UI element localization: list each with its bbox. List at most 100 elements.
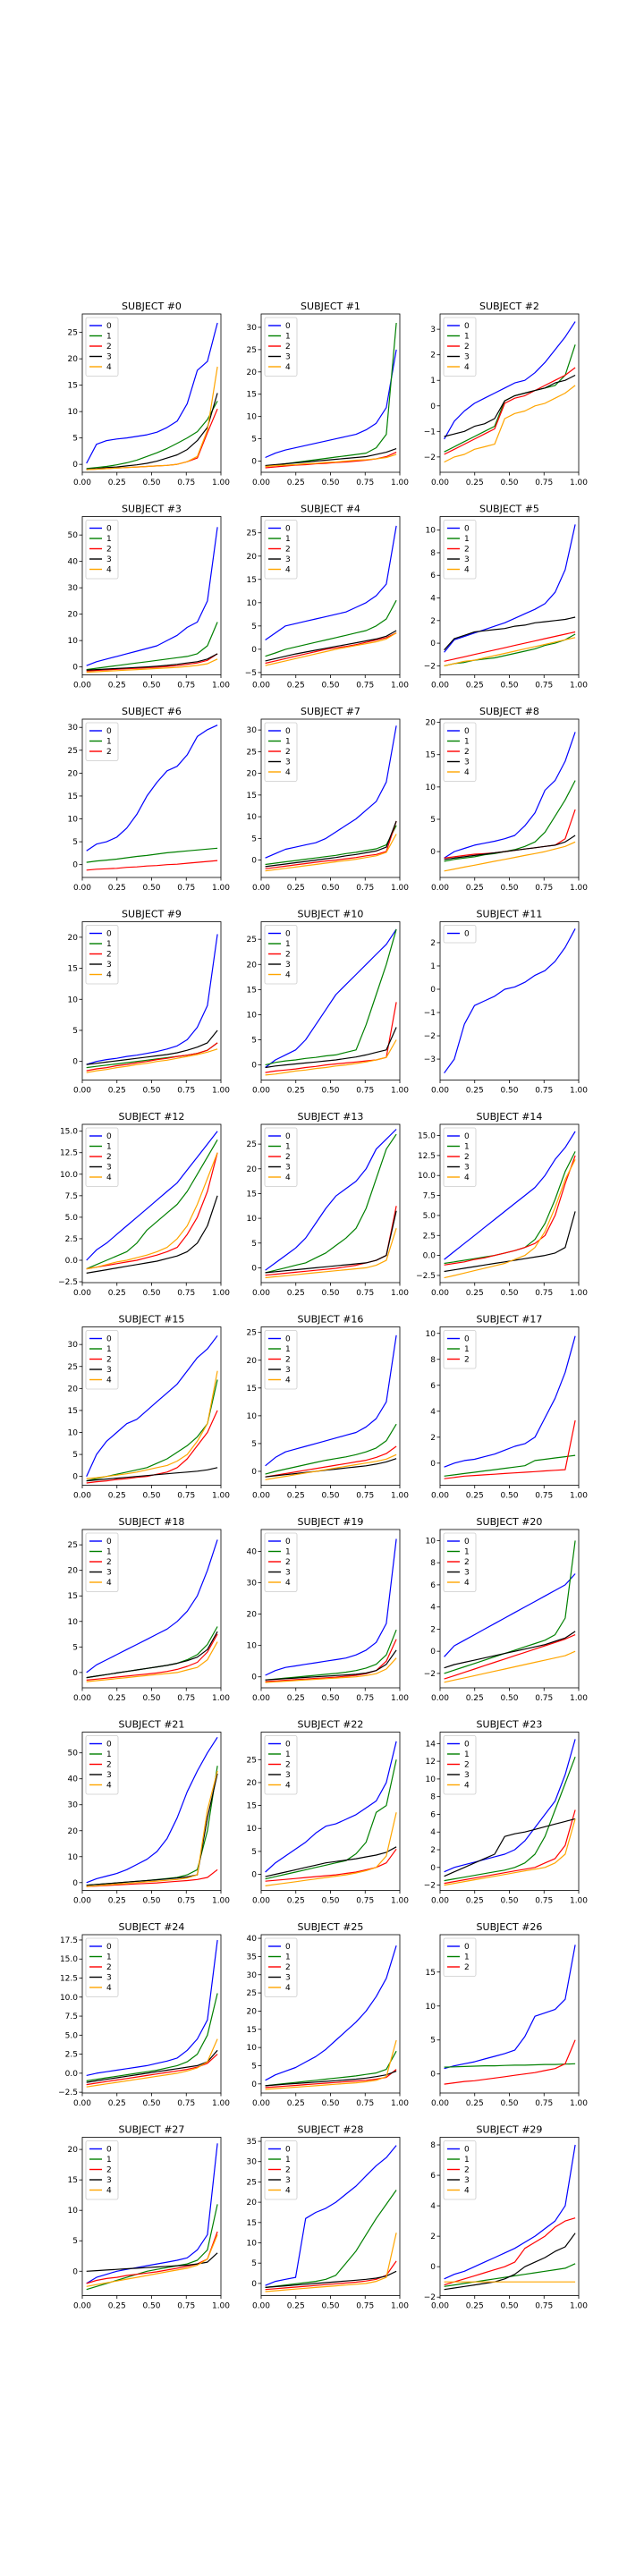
x-tick-label: 1.00 — [391, 2302, 409, 2311]
legend-entry: 0 — [106, 1943, 112, 1952]
legend-entry: 3 — [106, 1771, 112, 1780]
y-tick-label: 15 — [247, 2026, 257, 2035]
y-tick-label: 0 — [251, 2280, 257, 2289]
series-line-1 — [265, 1133, 397, 1274]
subplot-24: SUBJECT #24 0.00 0.25 0.50 0.75 1.00 −2.5 0.0 2.… — [58, 1921, 230, 2108]
y-tick-label: 5 — [72, 1451, 78, 1460]
legend-box — [85, 1735, 119, 1795]
x-tick-label: 1.00 — [391, 1897, 409, 1906]
y-tick-label: 20 — [68, 769, 79, 778]
x-tick-label: 0.75 — [177, 1087, 195, 1096]
y-tick-label: 0 — [72, 664, 78, 673]
y-tick-label: 50 — [68, 531, 79, 540]
y-tick-label: 30 — [68, 1341, 79, 1350]
y-tick-label: 40 — [247, 1548, 258, 1557]
legend-entry: 0 — [106, 1132, 112, 1141]
x-tick-label: 0.50 — [142, 682, 160, 691]
y-tick-label: 20 — [68, 1567, 79, 1576]
y-tick-label: 12 — [426, 1758, 436, 1767]
legend-entry: 2 — [464, 2166, 470, 2175]
y-tick-label: 15 — [68, 2176, 78, 2185]
legend-entry: 2 — [106, 1761, 112, 1770]
series-line-0 — [86, 1335, 218, 1477]
y-tick-label: 40 — [68, 558, 79, 567]
legend-entry: 2 — [106, 1153, 112, 1162]
series-line-1 — [265, 1423, 397, 1475]
legend-entry: 0 — [285, 1335, 291, 1344]
y-tick-label: 35 — [247, 1953, 257, 1962]
legend-entry: 0 — [464, 322, 470, 331]
x-tick-label: 1.00 — [391, 682, 409, 691]
series-line-0 — [86, 2143, 218, 2284]
x-tick-label: 0.00 — [73, 1897, 91, 1906]
legend: 012 — [443, 1937, 477, 1977]
y-tick-label: 4 — [430, 1828, 436, 1837]
y-tick-label: −2.5 — [416, 1272, 436, 1281]
legend-box — [85, 1937, 119, 1997]
series-line-1 — [265, 1759, 397, 1880]
legend-entry: 2 — [106, 2166, 112, 2175]
subplot-title: SUBJECT #23 — [477, 1719, 543, 1731]
legend-entry: 3 — [106, 555, 112, 564]
x-tick-label: 0.00 — [431, 1694, 449, 1703]
series-line-3 — [265, 448, 397, 467]
legend-entry: 2 — [106, 1558, 112, 1567]
y-tick-label: 6 — [430, 1382, 436, 1391]
series-line-2 — [265, 2260, 397, 2291]
x-tick-label: 1.00 — [212, 2302, 230, 2311]
series-line-2 — [444, 2039, 576, 2085]
legend-box — [443, 1735, 477, 1795]
y-tick-label: 10 — [68, 996, 79, 1004]
legend-box — [85, 722, 119, 761]
legend-entry: 2 — [106, 748, 112, 757]
y-tick-label: 10 — [68, 1429, 79, 1438]
series-line-2 — [86, 1868, 218, 1887]
y-tick-label: 0 — [251, 458, 257, 467]
x-tick-label: 0.00 — [252, 2099, 270, 2108]
series-line-3 — [265, 820, 397, 868]
series-line-4 — [444, 1650, 576, 1683]
legend-entry: 0 — [106, 930, 112, 939]
x-tick-label: 0.25 — [466, 479, 484, 487]
y-tick-label: 0.0 — [423, 1252, 436, 1261]
series-line-3 — [265, 1649, 397, 1681]
y-tick-label: 25 — [68, 329, 78, 338]
legend-entry: 4 — [285, 2187, 291, 2196]
y-tick-label: 8 — [430, 549, 436, 558]
series-line-3 — [265, 2071, 397, 2087]
x-tick-label: 0.75 — [177, 1289, 195, 1298]
y-tick-label: 10 — [426, 527, 436, 536]
series-line-3 — [265, 1458, 397, 1478]
legend-entry: 0 — [106, 322, 112, 331]
y-tick-label: 0 — [430, 986, 436, 995]
legend-entry: 0 — [285, 1943, 291, 1952]
y-tick-label: 5 — [251, 436, 257, 445]
y-tick-label: 5.0 — [423, 1212, 436, 1221]
legend-entry: 0 — [285, 727, 291, 736]
y-tick-label: 10 — [247, 1011, 258, 1020]
legend-entry: 1 — [464, 1548, 470, 1557]
y-tick-label: 0 — [430, 1648, 436, 1657]
legend-entry: 3 — [464, 758, 470, 767]
series-line-0 — [444, 2144, 576, 2280]
series-line-0 — [86, 527, 218, 666]
legend-box — [85, 2140, 119, 2200]
legend-entry: 4 — [106, 971, 112, 980]
series-line-4 — [265, 632, 397, 666]
subplot-10: SUBJECT #100.00 0.25 0.50 0.75 1.00051015202… — [247, 909, 410, 1096]
x-tick-label: 0.00 — [73, 884, 91, 893]
series-line-0 — [444, 732, 576, 859]
x-tick-label: 1.00 — [570, 682, 588, 691]
series-line-4 — [265, 2233, 397, 2292]
x-tick-label: 0.25 — [287, 479, 305, 487]
legend-entry: 2 — [106, 1963, 112, 1972]
y-tick-label: 10 — [247, 1825, 258, 1834]
legend-entry: 1 — [106, 1345, 112, 1354]
series-line-3 — [86, 1631, 218, 1679]
series-line-3 — [265, 2270, 397, 2288]
